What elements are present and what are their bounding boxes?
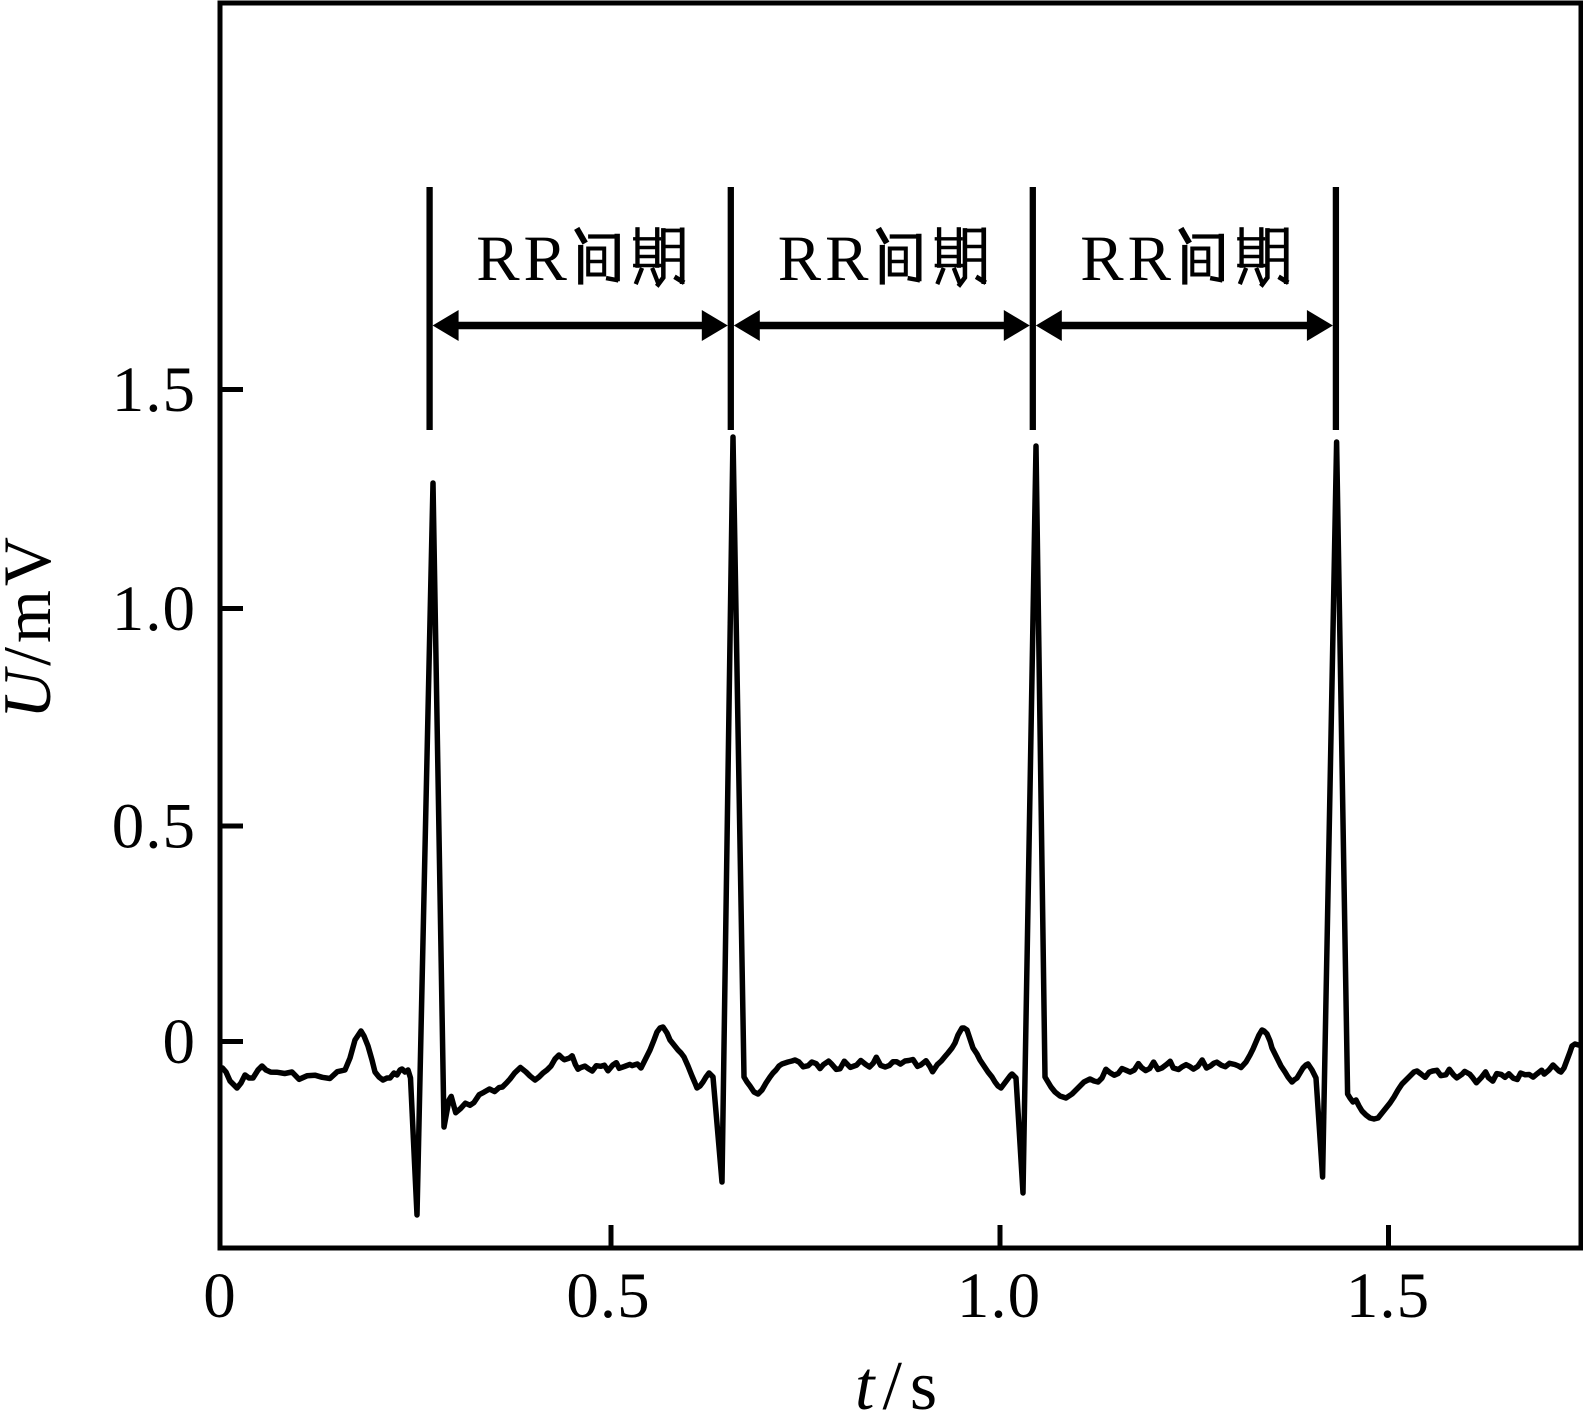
svg-text:1.5: 1.5 xyxy=(112,354,196,426)
svg-text:0: 0 xyxy=(163,1006,197,1078)
svg-text:1.0: 1.0 xyxy=(112,573,196,645)
svg-text:0.5: 0.5 xyxy=(566,1260,650,1332)
svg-text:RR: RR xyxy=(1080,223,1175,295)
svg-text:U/mV: U/mV xyxy=(0,533,65,719)
svg-text:1.0: 1.0 xyxy=(957,1260,1041,1332)
svg-text:1.5: 1.5 xyxy=(1346,1260,1430,1332)
svg-text:0: 0 xyxy=(203,1260,237,1332)
svg-text:t/s: t/s xyxy=(855,1348,945,1424)
svg-text:0.5: 0.5 xyxy=(112,791,196,863)
svg-text:RR: RR xyxy=(778,223,873,295)
svg-text:RR: RR xyxy=(476,223,571,295)
